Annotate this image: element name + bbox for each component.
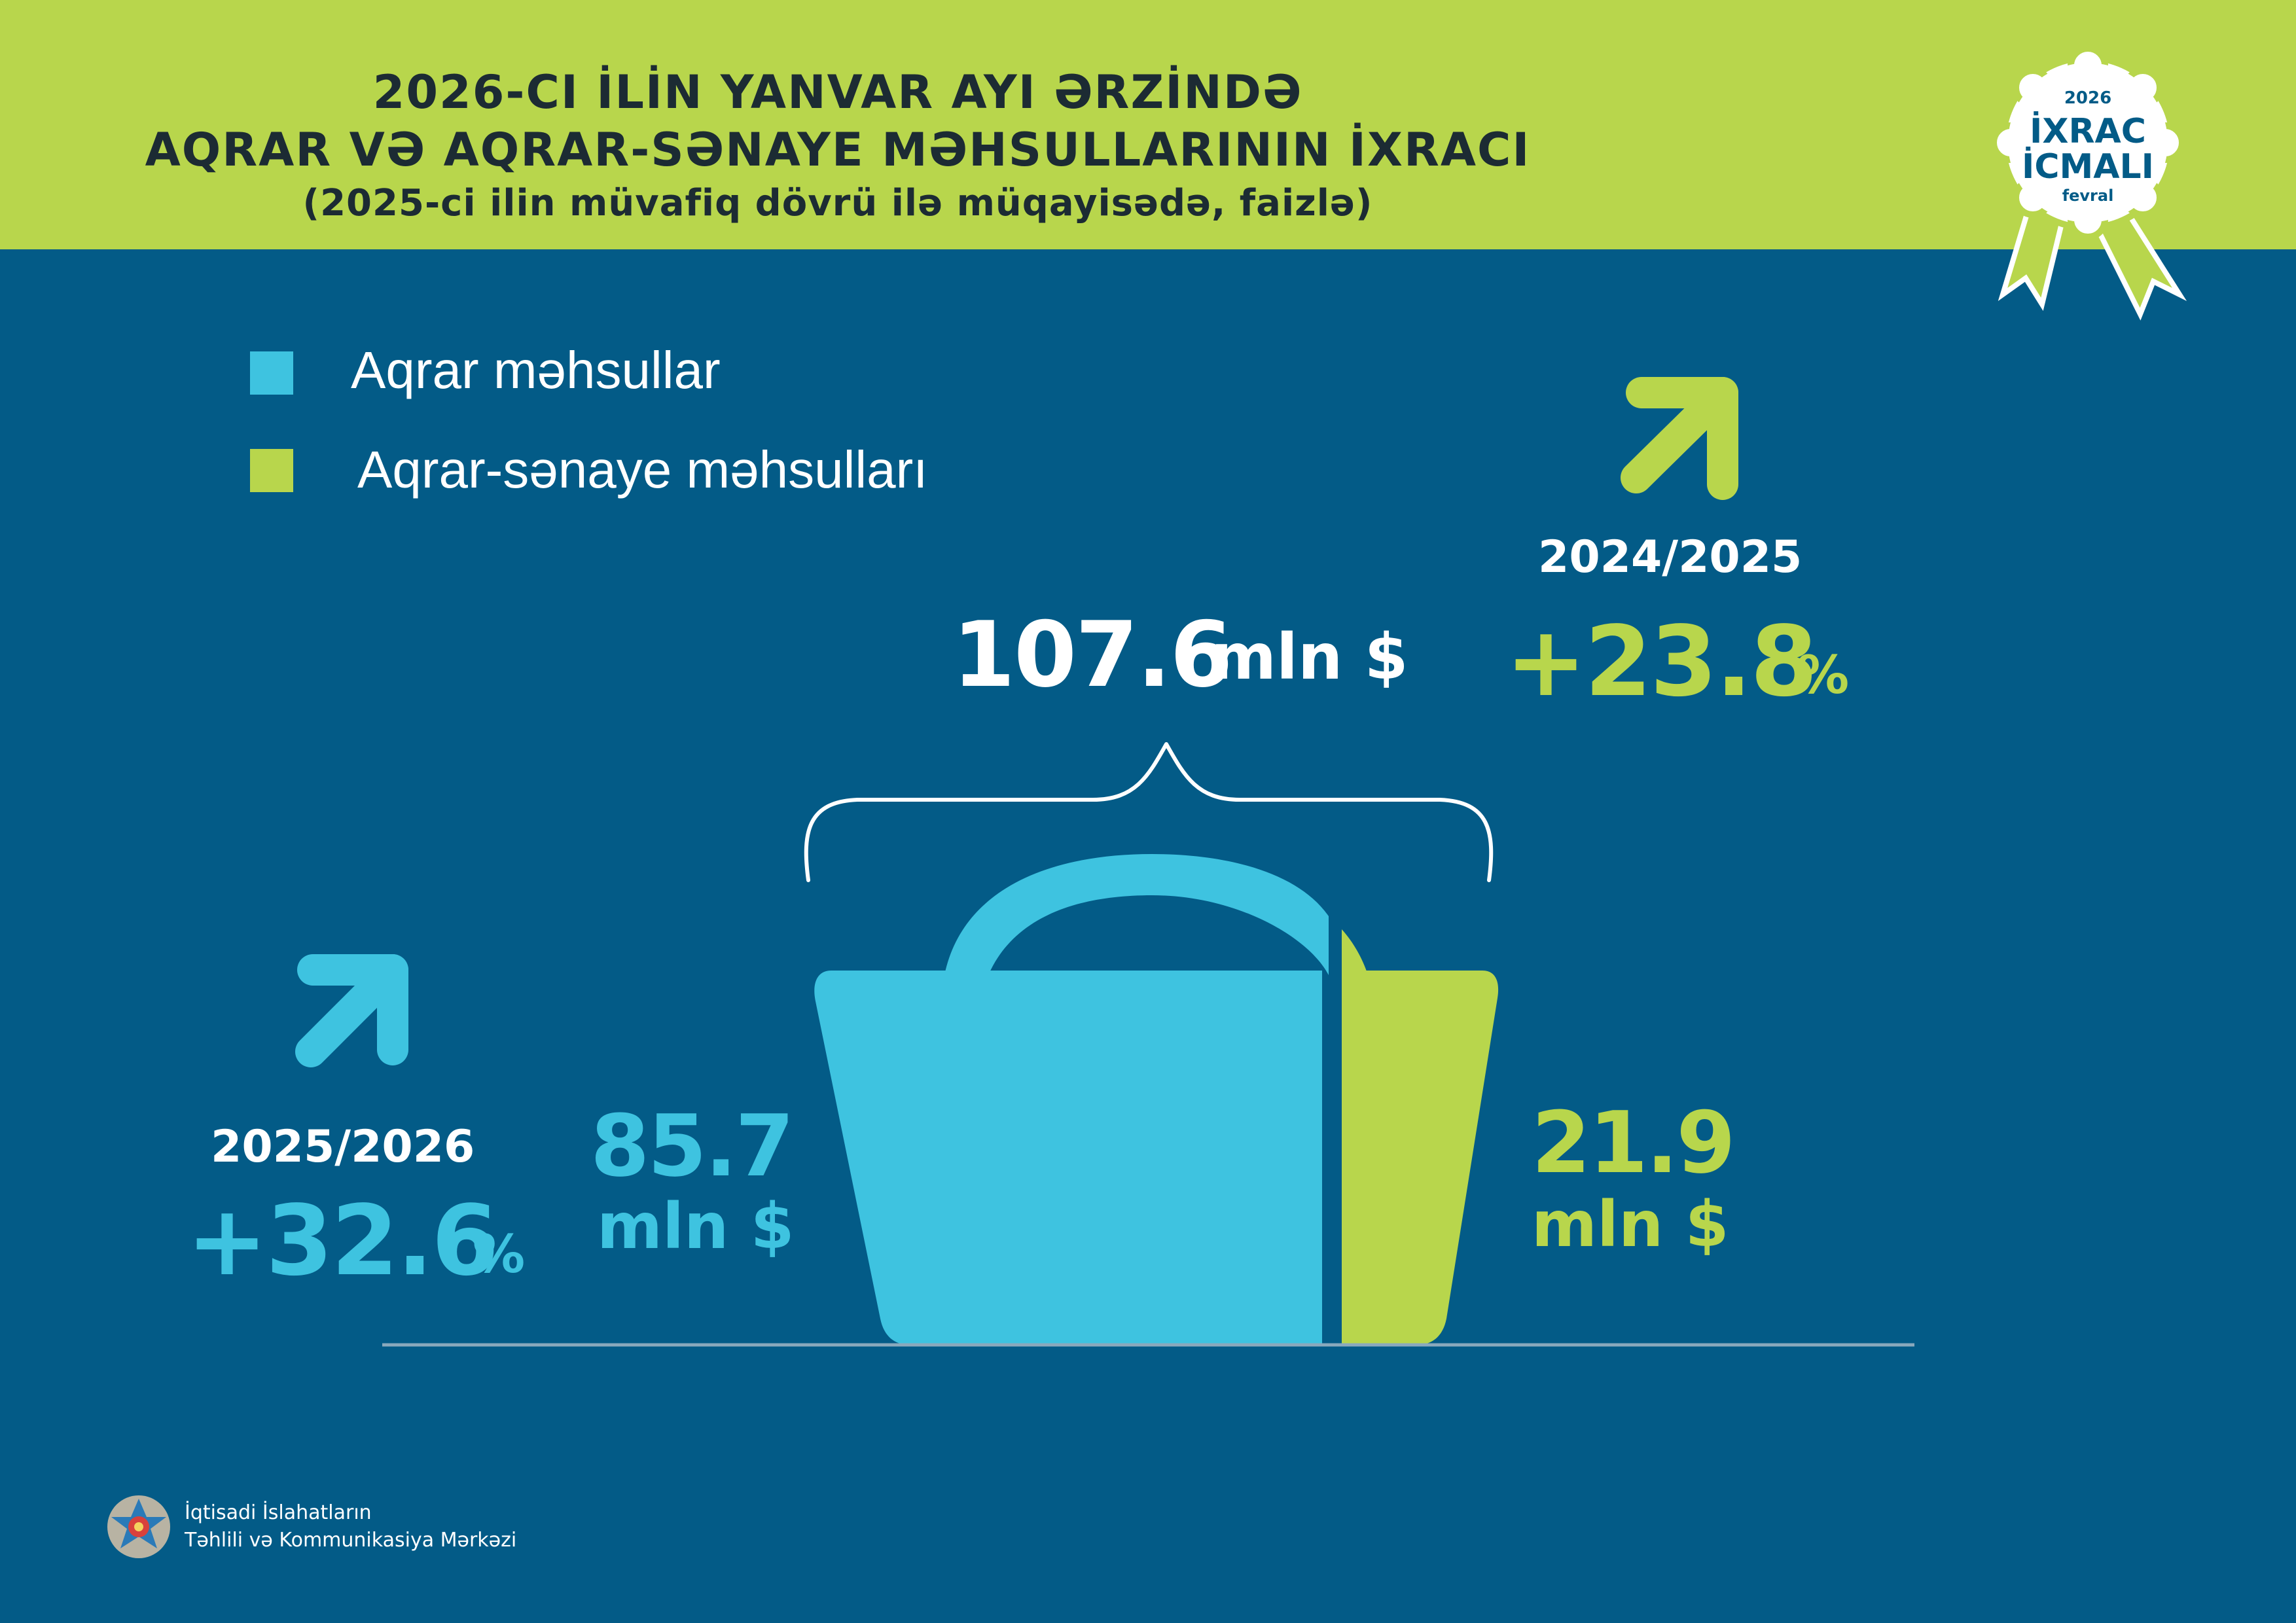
- subtitle: (2025-ci ilin müvafiq dövrü ilə müqayisə…: [302, 182, 1373, 224]
- agro-industrial-value: 21.9: [1532, 1093, 1736, 1192]
- legend-label-agro-industrial: Aqrar-sənaye məhsulları: [357, 440, 928, 499]
- badge-year: 2026: [2064, 88, 2111, 108]
- badge-line-1: İXRAC: [2030, 111, 2146, 151]
- basket-body-agro-industrial: [1342, 971, 1499, 1345]
- basket-handle-green: [1342, 929, 1368, 975]
- footer-org-line-2: Təhlili və Kommunikasiya Mərkəzi: [185, 1529, 517, 1552]
- arrow-up-right-icon: [1621, 377, 1738, 500]
- emblem-logo: [107, 1495, 170, 1558]
- legend-swatch-agro-industrial: [250, 449, 293, 492]
- agro-industrial-percent: %: [1797, 645, 1850, 705]
- header-banner: 2026-CI İLİN YANVAR AYI ƏRZİNDƏ AQRAR VƏ…: [0, 0, 2296, 249]
- arrow-up-right-icon: [295, 954, 408, 1067]
- basket-handle: [944, 854, 1329, 975]
- title-line-2: AQRAR VƏ AQRAR-SƏNAYE MƏHSULLARININ İXRA…: [145, 123, 1531, 177]
- agrar-unit: mln $: [597, 1190, 795, 1263]
- legend-label-agrar: Aqrar məhsullar: [351, 341, 721, 399]
- agrar-change: +32.6: [187, 1185, 499, 1297]
- agro-industrial-period: 2024/2025: [1538, 531, 1803, 583]
- legend-swatch-agrar: [250, 351, 293, 395]
- agrar-value: 85.7: [590, 1096, 795, 1196]
- total-value: 107.6: [952, 602, 1233, 707]
- total-unit: mln $: [1211, 620, 1408, 694]
- basket-body-agrar: [814, 971, 1322, 1345]
- badge-line-2: İCMALI: [2022, 147, 2154, 187]
- total-brace: [804, 742, 1494, 882]
- agrar-period: 2025/2026: [211, 1121, 475, 1173]
- title-line-1: 2026-CI İLİN YANVAR AYI ƏRZİNDƏ: [372, 65, 1303, 119]
- agro-industrial-change: +23.8: [1505, 605, 1818, 718]
- agrar-percent: %: [473, 1224, 526, 1285]
- agro-industrial-unit: mln $: [1532, 1188, 1729, 1261]
- badge-month: fevral: [2062, 187, 2114, 205]
- badge-rosette: [1990, 45, 2185, 240]
- footer-org-line-1: İqtisadi İslahatların: [185, 1501, 372, 1524]
